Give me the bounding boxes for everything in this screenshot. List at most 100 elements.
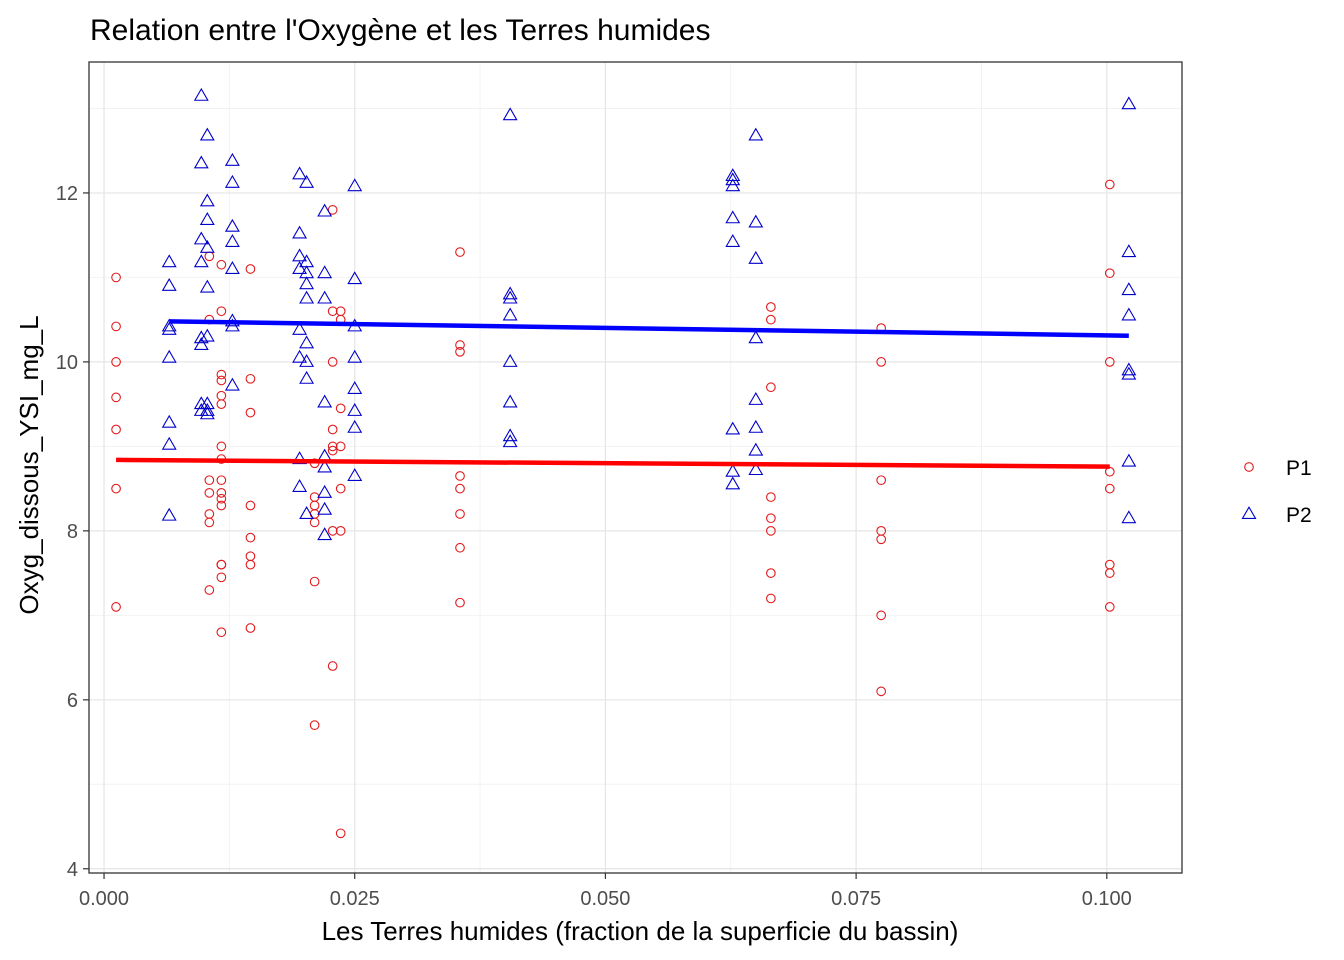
- data-point-P1: [455, 346, 465, 357]
- data-point-P2: [299, 370, 315, 384]
- data-point-P2: [317, 501, 333, 515]
- data-point-P1: [455, 247, 465, 257]
- data-point-P2: [161, 507, 177, 521]
- data-point-P1: [111, 424, 121, 435]
- data-point-P1: [245, 373, 256, 384]
- x-tick-label: 0.050: [580, 888, 630, 910]
- data-point-P1: [245, 532, 256, 543]
- data-point-P1: [245, 407, 256, 418]
- data-point-P1: [766, 568, 776, 578]
- data-point-P1: [216, 306, 227, 317]
- data-point-P2: [1121, 366, 1137, 380]
- data-point-P2: [193, 87, 209, 101]
- data-point-P2: [748, 127, 764, 141]
- y-tick-label: 10: [56, 352, 78, 374]
- data-point-P2: [199, 193, 215, 207]
- data-point-P2: [161, 318, 177, 332]
- data-point-P2: [317, 394, 333, 408]
- data-point-P2: [161, 254, 177, 268]
- data-point-P2: [224, 174, 240, 188]
- data-point-P1: [327, 204, 338, 215]
- data-point-P2: [502, 107, 518, 121]
- data-point-P1: [216, 375, 227, 386]
- data-point-P2: [317, 459, 333, 473]
- data-point-P2: [224, 218, 240, 232]
- series-P2: [161, 87, 1137, 541]
- data-point-P1: [204, 475, 215, 486]
- data-point-P2: [502, 290, 518, 304]
- data-point-P2: [317, 290, 333, 304]
- grid-minor: [89, 62, 1182, 873]
- data-point-P2: [1121, 282, 1137, 296]
- data-point-P2: [224, 318, 240, 332]
- data-point-P2: [748, 214, 764, 228]
- data-point-P2: [317, 203, 333, 217]
- data-point-P2: [299, 353, 315, 367]
- data-point-P1: [327, 441, 338, 452]
- data-point-P2: [725, 210, 741, 224]
- data-point-P1: [327, 526, 338, 536]
- data-point-P1: [216, 559, 227, 570]
- data-point-P2: [347, 419, 363, 433]
- data-point-P1: [1104, 466, 1115, 477]
- y-tick-label: 6: [67, 690, 78, 712]
- data-point-P1: [216, 399, 227, 409]
- data-point-P2: [299, 174, 315, 188]
- data-point-P2: [161, 414, 177, 428]
- data-point-P1: [245, 500, 256, 511]
- data-point-P1: [766, 492, 776, 502]
- data-point-P2: [224, 261, 240, 274]
- data-point-P2: [193, 337, 209, 351]
- x-tick-label: 0.025: [330, 888, 380, 910]
- data-point-P2: [1121, 510, 1137, 524]
- data-point-P1: [216, 475, 227, 486]
- data-point-P1: [766, 526, 776, 536]
- data-point-P2: [199, 239, 215, 253]
- data-point-P1: [111, 321, 121, 332]
- data-point-P1: [766, 593, 776, 604]
- data-point-P1: [327, 357, 338, 367]
- data-point-P1: [455, 597, 465, 608]
- data-point-P2: [199, 406, 215, 420]
- data-point-P1: [204, 487, 215, 498]
- data-point-P1: [335, 526, 346, 536]
- data-point-P1: [1104, 483, 1115, 494]
- y-axis: 4 6 8 10 12: [56, 183, 89, 881]
- data-point-P1: [766, 302, 776, 312]
- data-point-P2: [347, 271, 363, 285]
- data-point-P2: [502, 428, 518, 442]
- data-point-P2: [224, 234, 240, 247]
- data-point-P2: [502, 434, 518, 448]
- data-point-P1: [876, 534, 887, 545]
- data-point-P2: [1121, 362, 1137, 376]
- data-point-P1: [309, 517, 320, 528]
- data-point-P1: [876, 610, 887, 621]
- data-point-P2: [199, 212, 215, 225]
- data-point-P2: [725, 421, 741, 435]
- data-point-P2: [193, 155, 209, 169]
- data-point-P2: [299, 290, 315, 304]
- data-point-P2: [161, 277, 177, 291]
- data-point-P1: [1104, 268, 1115, 279]
- data-point-P2: [725, 234, 741, 247]
- data-point-P2: [292, 451, 308, 465]
- data-point-P2: [748, 442, 764, 456]
- data-point-P2: [725, 476, 741, 490]
- data-point-P2: [299, 276, 315, 290]
- data-point-P2: [502, 394, 518, 408]
- data-point-P2: [292, 479, 308, 492]
- data-point-P1: [216, 487, 227, 498]
- data-point-P1: [876, 357, 887, 367]
- data-point-P2: [317, 484, 333, 498]
- data-point-P2: [317, 527, 333, 541]
- data-point-P1: [204, 585, 215, 595]
- data-point-P2: [199, 127, 215, 141]
- data-point-P1: [216, 493, 227, 504]
- y-tick-label: 4: [67, 859, 78, 881]
- data-point-P1: [309, 720, 320, 731]
- data-point-P1: [327, 306, 338, 317]
- data-point-P2: [1121, 307, 1137, 321]
- data-point-P2: [748, 462, 764, 476]
- y-tick-label: 12: [56, 183, 78, 205]
